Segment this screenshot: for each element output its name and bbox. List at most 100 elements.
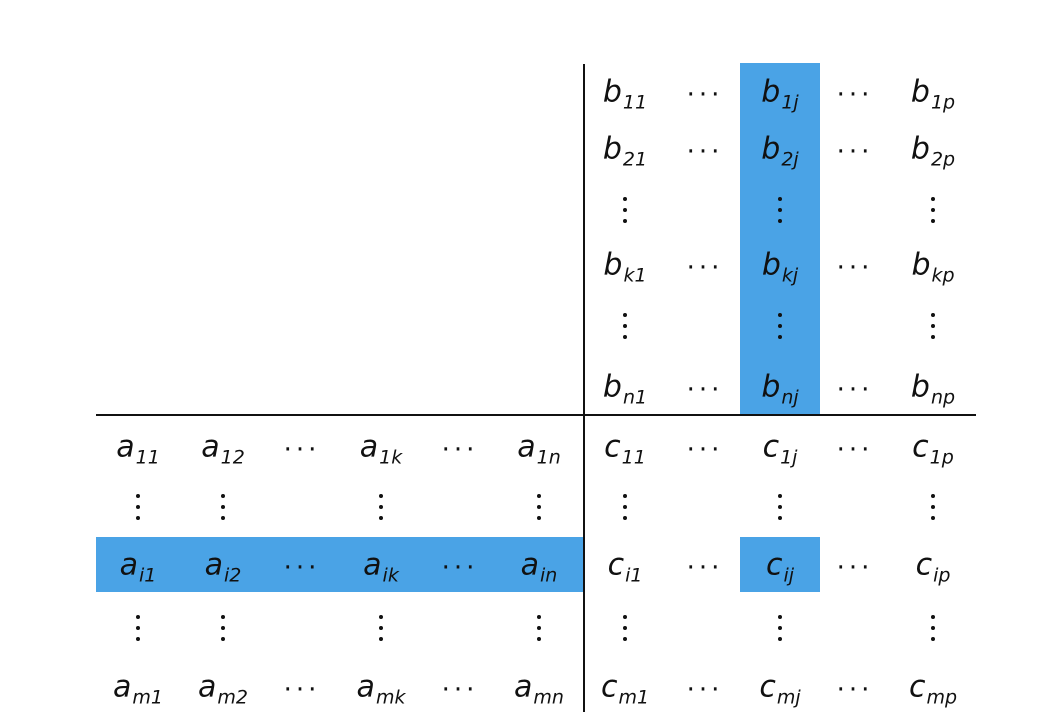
entry-index: nj <box>781 386 799 409</box>
entry-index: 1j <box>781 91 799 114</box>
horizontal-ellipsis: ··· <box>836 375 874 405</box>
matrix-b-entry: b11 <box>603 77 648 114</box>
vertical-divider <box>583 64 585 712</box>
highlight-b-column-j <box>740 63 820 415</box>
matrix-b-entry: b1p <box>910 74 956 114</box>
matrix-b-entry: b1j <box>761 74 799 114</box>
entry-index: n1 <box>622 386 648 409</box>
matrix-b-entry: bnj <box>761 369 799 409</box>
vertical-ellipsis <box>536 494 542 520</box>
horizontal-ellipsis: ··· <box>686 137 724 167</box>
horizontal-ellipsis: ··· <box>441 435 479 465</box>
entry-index: mn <box>533 686 564 709</box>
vertical-ellipsis <box>378 615 384 641</box>
entry-letter: b <box>602 369 622 405</box>
matrix-b-entry: bkp <box>911 247 954 286</box>
vertical-ellipsis <box>220 615 226 641</box>
horizontal-ellipsis: ··· <box>836 253 874 283</box>
vertical-ellipsis <box>536 615 542 641</box>
entry-index: m1 <box>132 686 163 709</box>
horizontal-ellipsis: ··· <box>836 137 874 167</box>
entry-index: 1p <box>929 446 954 469</box>
entry-letter: a <box>514 669 533 705</box>
vertical-ellipsis <box>930 313 936 339</box>
matrix-c-entry: c1j <box>762 429 798 469</box>
horizontal-ellipsis: ··· <box>686 675 724 705</box>
vertical-ellipsis <box>378 494 384 520</box>
matrix-a-entry: ai2 <box>204 547 242 587</box>
vertical-ellipsis <box>777 313 783 339</box>
vertical-ellipsis <box>622 615 628 641</box>
matrix-a-entry: ain <box>520 547 558 587</box>
entry-letter: c <box>759 669 776 705</box>
entry-index: mk <box>375 686 406 709</box>
entry-index: 11 <box>621 446 646 469</box>
entry-index: 2p <box>930 148 956 171</box>
entry-letter: a <box>116 429 135 465</box>
entry-letter: b <box>761 74 781 110</box>
entry-index: i1 <box>139 564 157 587</box>
vertical-ellipsis <box>777 615 783 641</box>
vertical-ellipsis <box>135 615 141 641</box>
vertical-ellipsis <box>930 494 936 520</box>
entry-index: 11 <box>622 91 648 114</box>
matrix-b-entry: bk1 <box>603 247 646 286</box>
entry-index: 1n <box>536 446 561 469</box>
vertical-ellipsis <box>930 615 936 641</box>
entry-index: i2 <box>224 564 242 587</box>
matrix-a-entry: am2 <box>198 672 248 708</box>
entry-letter: a <box>356 669 375 705</box>
entry-letter: c <box>765 547 783 583</box>
entry-letter: b <box>603 247 623 283</box>
matrix-a-entry: ai1 <box>119 547 157 587</box>
entry-index: 21 <box>622 148 648 171</box>
entry-index: mj <box>776 686 801 709</box>
matrix-b-entry: bnp <box>911 372 956 409</box>
matrix-b-entry: b21 <box>603 134 648 171</box>
vertical-ellipsis <box>622 313 628 339</box>
entry-index: in <box>540 564 558 587</box>
entry-letter: b <box>911 247 931 283</box>
horizontal-ellipsis: ··· <box>836 553 874 583</box>
horizontal-ellipsis: ··· <box>686 253 724 283</box>
horizontal-ellipsis: ··· <box>441 553 479 583</box>
horizontal-divider <box>96 414 976 416</box>
horizontal-ellipsis: ··· <box>836 80 874 110</box>
matrix-c-entry: cij <box>765 547 795 587</box>
entry-letter: c <box>762 429 780 465</box>
matrix-b-entry: bkj <box>761 247 799 287</box>
entry-index: ij <box>783 564 795 587</box>
matrix-a-entry: amk <box>356 669 406 709</box>
entry-index: m1 <box>618 686 650 709</box>
highlight-a-row-i <box>96 537 583 592</box>
entry-letter: c <box>908 669 926 705</box>
matrix-b-entry: bn1 <box>602 369 648 409</box>
entry-index: np <box>930 386 956 409</box>
matrix-a-entry: a1k <box>360 432 402 468</box>
entry-letter: b <box>761 247 781 283</box>
vertical-ellipsis <box>622 494 628 520</box>
vertical-ellipsis <box>622 197 628 223</box>
horizontal-ellipsis: ··· <box>686 375 724 405</box>
entry-letter: b <box>910 74 930 110</box>
matrix-c-entry: cip <box>916 550 951 586</box>
matrix-c-entry: cmj <box>759 669 801 709</box>
entry-letter: c <box>600 669 618 705</box>
entry-letter: a <box>119 547 139 583</box>
horizontal-ellipsis: ··· <box>283 553 321 583</box>
entry-letter: c <box>912 429 929 465</box>
entry-index: 2j <box>781 148 799 171</box>
entry-index: 1j <box>780 446 798 469</box>
entry-index: 1p <box>930 91 956 114</box>
entry-index: kj <box>781 264 799 287</box>
entry-letter: b <box>761 369 781 405</box>
entry-index: 12 <box>220 446 245 469</box>
entry-letter: a <box>204 547 224 583</box>
entry-letter: a <box>517 429 536 465</box>
highlight-c-cell-ij <box>740 537 820 592</box>
vertical-ellipsis <box>930 197 936 223</box>
entry-letter: a <box>520 547 540 583</box>
matrix-b-entry: b2p <box>911 134 956 171</box>
matrix-b-entry: b2j <box>761 134 799 171</box>
